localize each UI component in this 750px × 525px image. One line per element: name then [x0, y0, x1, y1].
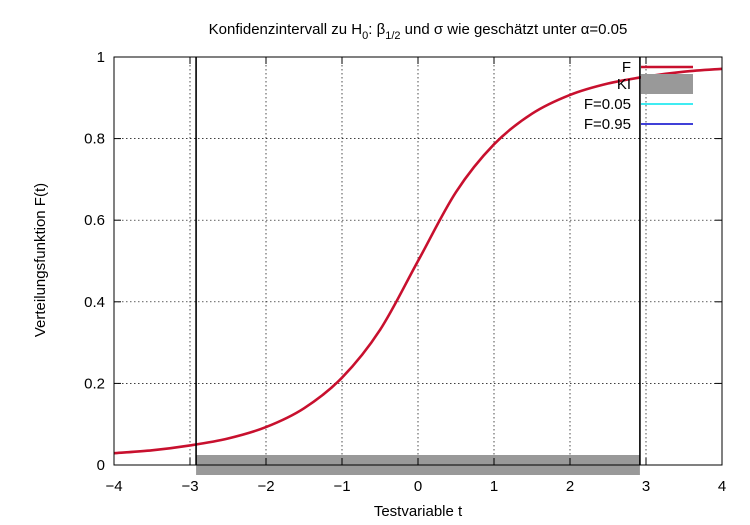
y-tick-label: 0.2	[84, 375, 105, 392]
x-tick-labels: −4 −3 −2 −1 0 1 2 3 4	[105, 478, 726, 495]
legend-label-1: F	[622, 59, 631, 76]
x-tick-label: −2	[257, 478, 274, 495]
y-tick-label: 0.4	[84, 294, 105, 311]
x-tick-label: −3	[181, 478, 198, 495]
title-part-1: Konfidenzintervall zu H	[209, 21, 362, 38]
legend-swatch-2	[641, 74, 693, 94]
y-tick-label: 0.6	[84, 212, 105, 229]
legend-label-2: KI	[617, 76, 631, 93]
series-line-1	[113, 67, 723, 455]
x-tick-label: −4	[105, 478, 122, 495]
legend: FKI F=0.05 F=0.95	[584, 59, 693, 133]
y-tick-label: 1	[97, 49, 105, 66]
grid-lines	[114, 57, 722, 465]
chart-title: Konfidenzintervall zu H0: β1/2 und σ wie…	[209, 21, 628, 42]
title-beta: β	[377, 21, 386, 38]
x-axis-label: Testvariable t	[374, 503, 463, 520]
y-tick-labels: 0 0.2 0.4 0.6 0.8 1	[84, 49, 105, 474]
y-tick-label: 0.8	[84, 131, 105, 148]
title-part-3: und σ wie geschätzt unter α=0.05	[401, 21, 628, 38]
title-part-2: :	[368, 21, 376, 38]
title-beta-subscript: 1/2	[385, 30, 400, 42]
x-tick-label: 1	[490, 478, 498, 495]
quantile-lines-layer	[195, 57, 641, 465]
title-h-subscript: 0	[362, 30, 368, 42]
x-tick-label: 4	[718, 478, 726, 495]
x-tick-label: −1	[333, 478, 350, 495]
x-tick-label: 2	[566, 478, 574, 495]
series-layer	[113, 67, 723, 455]
x-tick-label: 3	[642, 478, 650, 495]
legend-label-3: F=0.05	[584, 96, 631, 113]
tick-marks	[113, 56, 723, 466]
x-tick-label: 0	[414, 478, 422, 495]
legend-label-4: F=0.95	[584, 116, 631, 133]
y-axis-label: Verteilungsfunktion F(t)	[32, 183, 49, 337]
y-tick-label: 0	[97, 457, 105, 474]
